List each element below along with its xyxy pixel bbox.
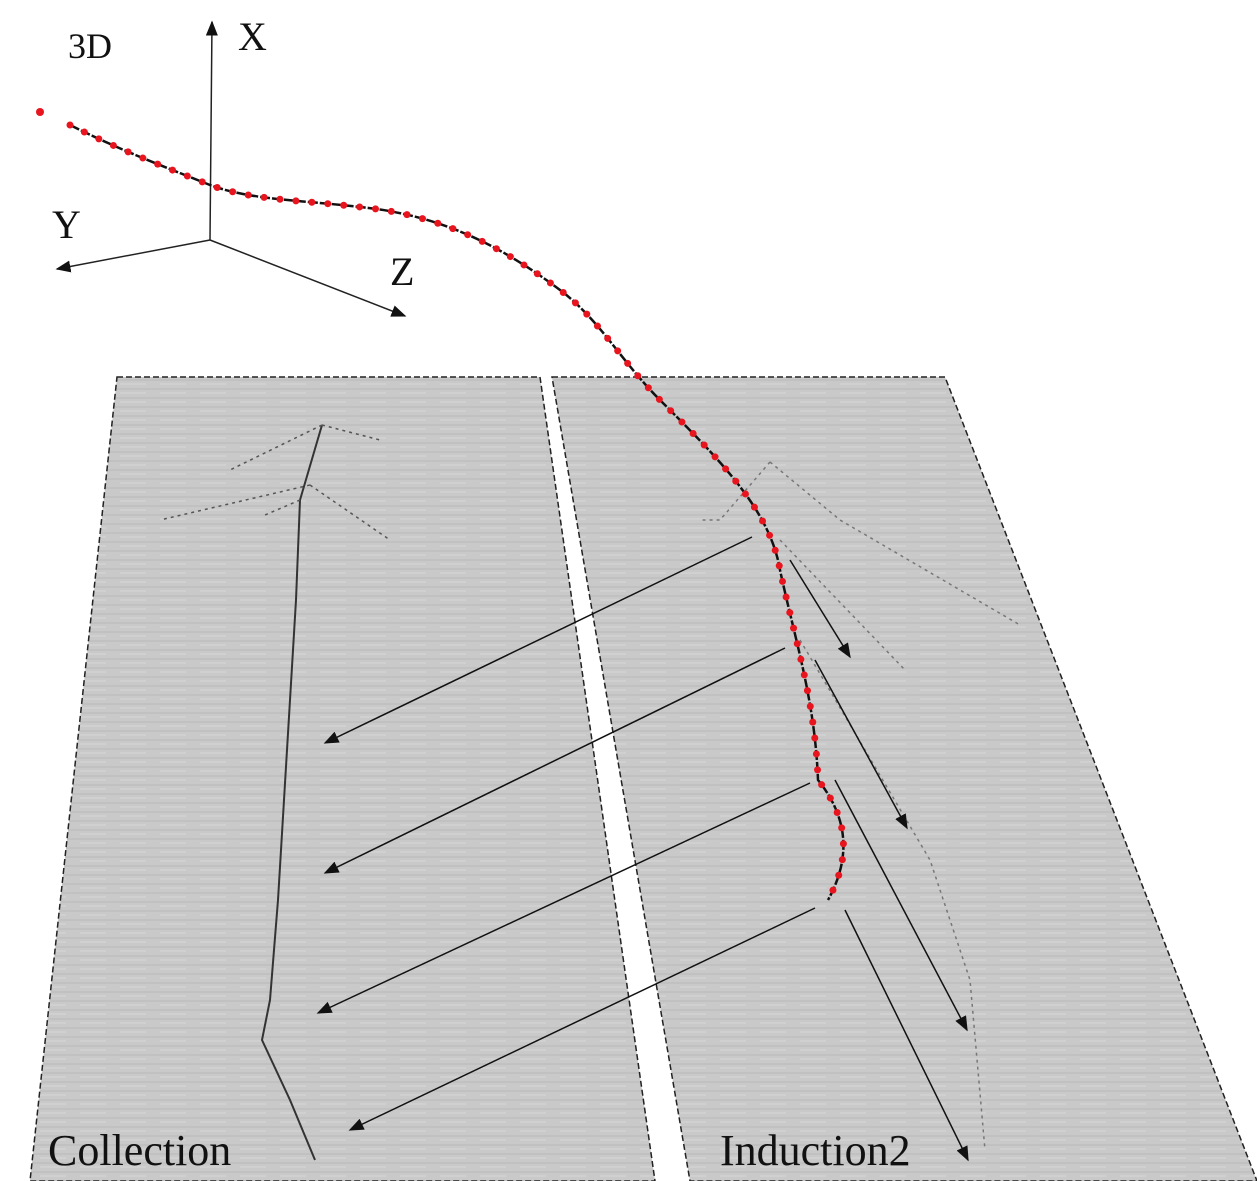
track-point <box>125 148 132 155</box>
track-point <box>67 122 74 129</box>
track-point <box>759 517 766 524</box>
view-label: 3D <box>68 26 112 66</box>
track-point <box>276 196 283 203</box>
track-point <box>614 347 621 354</box>
axes <box>57 22 405 316</box>
induction-plane <box>552 377 1257 1181</box>
track-point <box>801 671 808 678</box>
track-point <box>229 188 236 195</box>
track-point <box>139 155 146 162</box>
track-point <box>403 211 410 218</box>
y-axis-label: Y <box>52 202 81 247</box>
track-point <box>797 656 804 663</box>
track-point <box>594 323 601 330</box>
track-point <box>572 299 579 306</box>
track-point <box>95 135 102 142</box>
track-point <box>742 490 749 497</box>
track-point <box>829 887 836 894</box>
track-point <box>712 453 719 460</box>
track-point <box>184 172 191 179</box>
track-point <box>690 430 697 437</box>
track-point <box>560 289 567 296</box>
track-point <box>794 640 801 647</box>
track-point <box>772 547 779 554</box>
track-point <box>634 372 641 379</box>
track-point <box>245 191 252 198</box>
track-point <box>811 735 818 742</box>
track-point <box>520 261 527 268</box>
track-point <box>834 809 841 816</box>
track-point <box>449 225 456 232</box>
track-point <box>701 442 708 449</box>
track-point <box>804 687 811 694</box>
track-point <box>807 703 814 710</box>
track-point <box>678 419 685 426</box>
collection-plane <box>30 377 655 1181</box>
track-point <box>604 335 611 342</box>
track-point <box>656 396 663 403</box>
track-point <box>169 167 176 174</box>
track-point <box>154 161 161 168</box>
track-point <box>818 781 825 788</box>
track-point <box>507 253 514 260</box>
z-axis-label: Z <box>390 249 414 294</box>
track-point <box>722 465 729 472</box>
track-point <box>81 129 88 136</box>
track-point <box>36 108 44 116</box>
track-point <box>786 609 793 616</box>
track-point <box>783 594 790 601</box>
induction-label: Induction2 <box>720 1126 911 1175</box>
track-point <box>110 142 117 149</box>
track-point <box>814 766 821 773</box>
track-point <box>751 504 758 511</box>
track-point <box>340 202 347 209</box>
track-point <box>732 478 739 485</box>
track-point <box>624 360 631 367</box>
track-point <box>809 719 816 726</box>
track-point <box>419 215 426 222</box>
x-axis-label: X <box>238 14 267 59</box>
track-point <box>790 625 797 632</box>
event-display: 3D X Y Z Collection Induction2 <box>0 0 1257 1181</box>
track-point <box>214 184 221 191</box>
track-point <box>464 231 471 238</box>
track-point <box>813 750 820 757</box>
track-point <box>261 194 268 201</box>
track-point <box>840 840 847 847</box>
track-point <box>583 311 590 318</box>
track-point <box>308 199 315 206</box>
track-point <box>835 872 842 879</box>
track-point <box>827 795 834 802</box>
track-point <box>479 238 486 245</box>
track-point <box>434 220 441 227</box>
track-point <box>839 856 846 863</box>
track-point <box>372 205 379 212</box>
collection-label: Collection <box>48 1126 231 1175</box>
track-point <box>766 532 773 539</box>
track-point <box>838 824 845 831</box>
track-point <box>356 203 363 210</box>
track-point <box>779 578 786 585</box>
track-point <box>534 270 541 277</box>
track-point <box>292 197 299 204</box>
track-point <box>199 178 206 185</box>
track-point <box>493 245 500 252</box>
track-point <box>776 562 783 569</box>
track-point <box>645 384 652 391</box>
track-point <box>547 279 554 286</box>
track-point <box>667 407 674 414</box>
track-point <box>324 200 331 207</box>
track-point <box>388 208 395 215</box>
